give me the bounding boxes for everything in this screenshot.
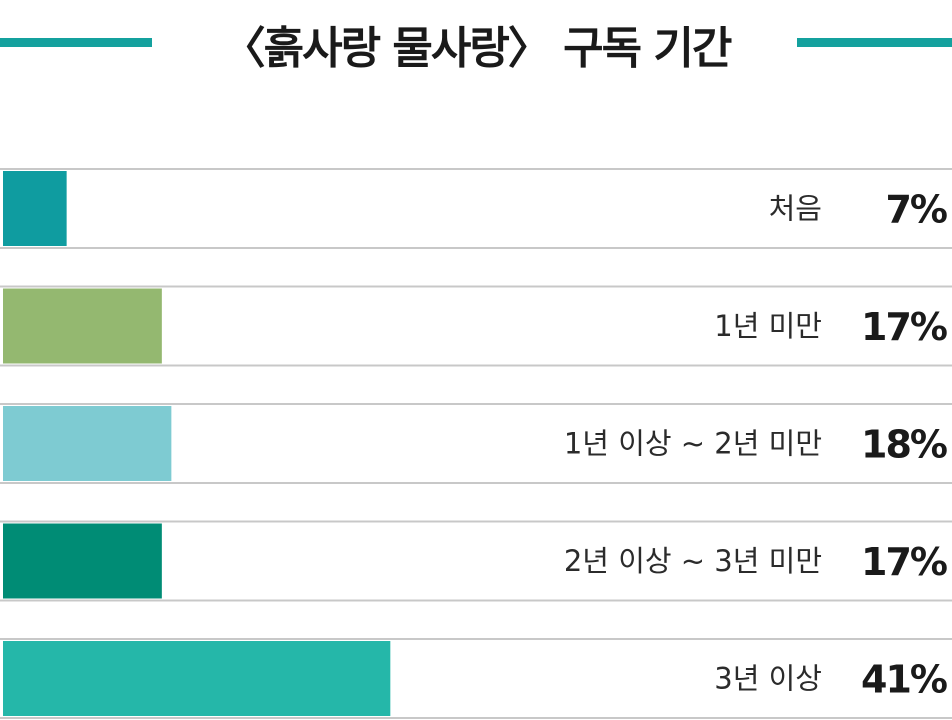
value-label: 18% <box>861 423 947 467</box>
bar-row: 3년 이상 41% <box>0 638 952 719</box>
bar-row: 처음 7% <box>0 168 952 249</box>
bar-row: 1년 이상 ~ 2년 미만 18% <box>0 403 952 484</box>
value-label: 17% <box>861 305 947 349</box>
category-label: 처음 <box>769 192 822 226</box>
bar <box>3 406 172 481</box>
value-label: 7% <box>885 188 946 232</box>
bar-row: 2년 이상 ~ 3년 미만 17% <box>0 520 952 602</box>
category-label: 2년 이상 ~ 3년 미만 <box>564 544 822 578</box>
chart-header: 〈흙사랑 물사랑〉 구독 기간 <box>0 0 952 90</box>
title-rule-left <box>0 38 152 47</box>
value-label: 17% <box>861 540 947 584</box>
category-label: 1년 이상 ~ 2년 미만 <box>564 427 822 461</box>
chart-title: 〈흙사랑 물사랑〉 구독 기간 <box>221 23 733 74</box>
title-rule-right <box>797 38 952 47</box>
category-label: 1년 미만 <box>714 309 822 343</box>
bar <box>3 641 391 716</box>
value-label: 41% <box>861 658 947 702</box>
bar-row: 1년 미만 17% <box>0 285 952 367</box>
category-label: 3년 이상 <box>714 662 822 696</box>
bar <box>3 171 67 246</box>
bar <box>3 523 162 599</box>
bar <box>3 288 162 364</box>
